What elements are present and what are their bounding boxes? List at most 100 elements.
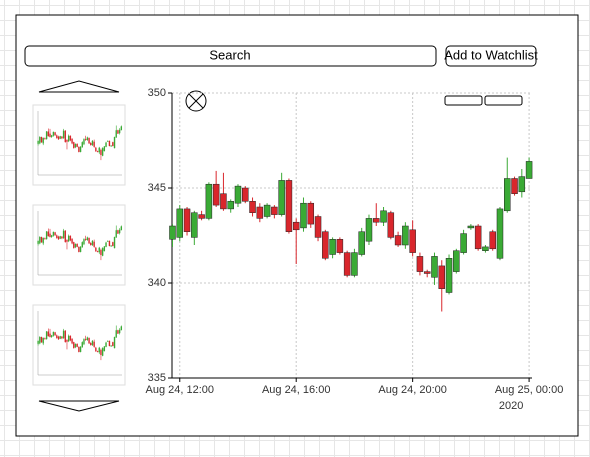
candle-body xyxy=(113,137,116,149)
watchlist-button[interactable] xyxy=(445,45,537,67)
candle-body xyxy=(44,238,46,240)
candle-body xyxy=(511,178,518,194)
candle-body xyxy=(300,202,307,229)
candle-body xyxy=(83,339,85,345)
candle-body xyxy=(322,231,329,259)
candle-body xyxy=(69,135,72,141)
thumbnail-frame xyxy=(32,304,126,386)
candle-body xyxy=(42,137,44,144)
candle-body xyxy=(100,149,102,155)
candle-body xyxy=(90,343,92,346)
candle-body xyxy=(93,341,95,347)
candle-body xyxy=(76,243,78,247)
scroll-down[interactable] xyxy=(38,400,120,412)
candle-body xyxy=(86,337,89,341)
candle-body xyxy=(62,130,65,139)
close-icon[interactable] xyxy=(185,90,207,112)
candle-body xyxy=(110,345,112,347)
candle-body xyxy=(44,138,46,140)
candle-body xyxy=(37,140,39,144)
candle-body xyxy=(108,340,111,346)
candle-body xyxy=(423,271,431,274)
thumbnail-frame xyxy=(32,204,126,286)
candle-body xyxy=(467,225,475,229)
candle-body xyxy=(278,180,285,215)
candle-body xyxy=(113,337,116,349)
candle-body xyxy=(169,225,176,240)
candle-body xyxy=(40,237,43,243)
candle-body xyxy=(47,231,50,237)
candle-body xyxy=(95,147,97,152)
scroll-up[interactable] xyxy=(38,80,120,93)
candle-body xyxy=(110,245,112,247)
candle-body xyxy=(86,237,89,241)
chart-button[interactable] xyxy=(444,95,483,106)
candle-body xyxy=(59,336,61,339)
candle-body xyxy=(103,246,106,252)
candle-body xyxy=(44,338,46,340)
candle-body xyxy=(120,126,123,131)
search-box[interactable] xyxy=(24,45,437,67)
candle-body xyxy=(78,246,80,252)
y-tick-label: 335 xyxy=(148,372,166,384)
candle-body xyxy=(66,240,68,242)
candle-body xyxy=(74,343,77,348)
candle-body xyxy=(518,176,526,193)
x-tick-label: Aug 25, 00:00 xyxy=(495,384,564,396)
candle-body xyxy=(42,237,44,244)
candle-body xyxy=(54,232,56,236)
candle-body xyxy=(54,332,56,336)
candle-body xyxy=(113,237,116,249)
candle-body xyxy=(81,242,83,248)
candle-body xyxy=(98,247,100,253)
candle-body xyxy=(191,212,198,238)
candle-body xyxy=(84,339,87,341)
candle-body xyxy=(101,148,104,156)
candle-body xyxy=(336,239,344,253)
candle-body xyxy=(96,151,99,152)
candle-body xyxy=(271,206,278,215)
candle-body xyxy=(93,241,95,247)
candle-body xyxy=(474,225,482,250)
candle-body xyxy=(220,193,227,210)
candle-body xyxy=(117,330,119,334)
candle-body xyxy=(83,139,85,145)
candle-body xyxy=(120,326,123,331)
candle-body xyxy=(64,130,66,143)
candle-body xyxy=(67,235,70,242)
candle-body xyxy=(100,249,102,255)
candle-body xyxy=(37,240,39,244)
candle-body xyxy=(120,226,123,231)
candle-body xyxy=(329,239,336,255)
candle-body xyxy=(227,201,234,210)
candle-body xyxy=(59,136,61,139)
candle-body xyxy=(115,230,117,238)
candle-body xyxy=(365,218,373,242)
candle-body xyxy=(117,130,119,134)
y-tick-label: 345 xyxy=(148,182,166,194)
candle-body xyxy=(91,140,94,146)
candle-body xyxy=(431,256,438,278)
candle-body xyxy=(242,187,249,202)
candle-body xyxy=(105,242,107,247)
candle-body xyxy=(351,252,358,276)
candle-body xyxy=(91,340,94,346)
candle-body xyxy=(40,337,43,343)
candle-body xyxy=(57,136,60,140)
candle-body xyxy=(49,333,51,338)
candle-body xyxy=(81,342,83,348)
candle-body xyxy=(52,131,55,136)
candle-body xyxy=(402,225,409,246)
candle-body xyxy=(98,347,100,353)
candle-body xyxy=(95,247,97,252)
candle-body xyxy=(62,230,65,239)
candle-body xyxy=(112,142,114,146)
candle-body xyxy=(112,342,114,346)
watchlist-label: Add to Watchlist xyxy=(444,47,538,62)
candle-body xyxy=(100,349,102,355)
candle-body xyxy=(205,183,213,219)
y-tick-label: 340 xyxy=(148,277,166,289)
chart-button[interactable] xyxy=(484,95,523,106)
candle-body xyxy=(76,343,78,347)
